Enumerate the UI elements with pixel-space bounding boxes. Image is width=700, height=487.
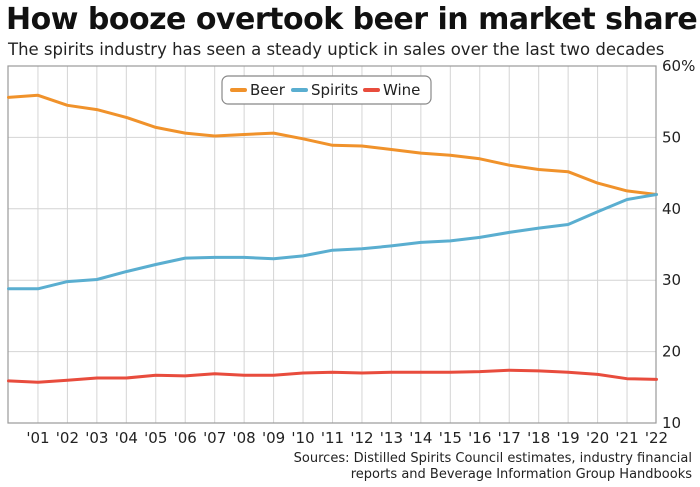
chart-subtitle: The spirits industry has seen a steady u… bbox=[8, 40, 665, 59]
legend-label-spirits: Spirits bbox=[311, 81, 358, 99]
y-tick-label: 50 bbox=[662, 128, 681, 146]
x-tick-label: '09 bbox=[262, 429, 285, 447]
series-lines bbox=[7, 93, 658, 384]
legend-box bbox=[221, 75, 432, 105]
y-tick-label: 60% bbox=[662, 57, 695, 75]
x-tick-label: '11 bbox=[321, 429, 344, 447]
gridlines bbox=[8, 66, 656, 423]
series-line-wine bbox=[7, 368, 658, 384]
y-tick-label: 30 bbox=[662, 271, 681, 289]
y-tick-label: 20 bbox=[662, 343, 681, 361]
y-tick-label: 40 bbox=[662, 200, 681, 218]
x-tick-label: '06 bbox=[174, 429, 197, 447]
y-axis-ticks: 60% 50 40 30 20 10 bbox=[662, 57, 695, 432]
x-tick-label: '19 bbox=[557, 429, 580, 447]
x-tick-label: '12 bbox=[350, 429, 373, 447]
legend-label-beer: Beer bbox=[250, 81, 286, 99]
x-tick-label: '22 bbox=[645, 429, 668, 447]
y-tick-label: 10 bbox=[662, 414, 681, 432]
x-tick-label: '04 bbox=[115, 429, 138, 447]
x-tick-label: '02 bbox=[56, 429, 79, 447]
x-tick-label: '13 bbox=[380, 429, 403, 447]
source-line-2: reports and Beverage Information Group H… bbox=[350, 467, 692, 482]
x-tick-label: '16 bbox=[468, 429, 491, 447]
x-tick-label: '01 bbox=[26, 429, 49, 447]
series-line-beer bbox=[7, 93, 658, 196]
x-tick-label: '08 bbox=[233, 429, 256, 447]
series-line-spirits bbox=[7, 193, 658, 291]
source-line-1: Sources: Distilled Spirits Council estim… bbox=[293, 451, 692, 466]
source-note: Sources: Distilled Spirits Council estim… bbox=[294, 451, 692, 483]
legend-label-wine: Wine bbox=[383, 81, 420, 99]
x-tick-label: '15 bbox=[439, 429, 462, 447]
plot-frame bbox=[7, 65, 657, 424]
x-tick-label: '21 bbox=[615, 429, 638, 447]
x-axis-ticks: '01 '02 '03 '04 '05 '06 '07 '08 '09 '10 '11 '12 '13 '… bbox=[26, 429, 668, 447]
x-tick-label: '07 bbox=[203, 429, 226, 447]
chart-title: How booze overtook beer in market share bbox=[6, 2, 698, 37]
legend: Beer Spirits Wine bbox=[221, 75, 432, 105]
x-tick-label: '20 bbox=[586, 429, 609, 447]
x-tick-label: '14 bbox=[409, 429, 432, 447]
x-tick-label: '18 bbox=[527, 429, 550, 447]
x-tick-label: '03 bbox=[85, 429, 108, 447]
x-tick-label: '10 bbox=[291, 429, 314, 447]
x-tick-label: '05 bbox=[144, 429, 167, 447]
x-tick-label: '17 bbox=[498, 429, 521, 447]
